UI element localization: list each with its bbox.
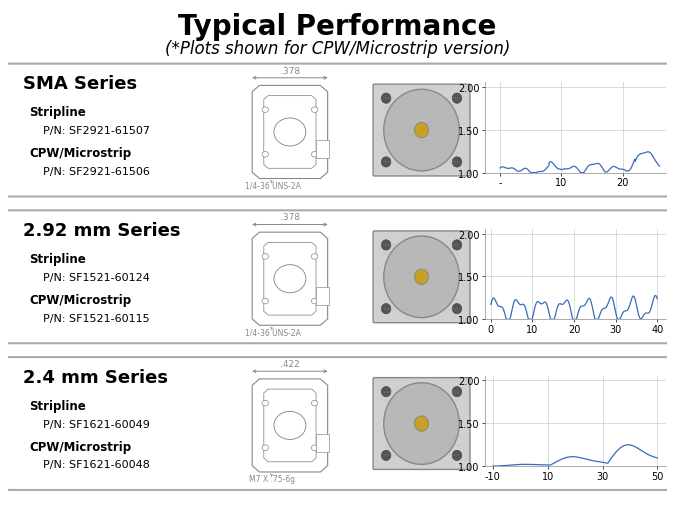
Circle shape: [274, 412, 306, 439]
Circle shape: [311, 152, 318, 158]
FancyBboxPatch shape: [373, 231, 470, 323]
Text: .378: .378: [280, 213, 300, 222]
Bar: [316, 287, 329, 305]
Text: 1/4-36 UNS-2A: 1/4-36 UNS-2A: [244, 181, 300, 190]
Text: P/N: SF1621-60049: P/N: SF1621-60049: [29, 419, 150, 429]
Circle shape: [311, 108, 318, 113]
Text: P/N: SF2921-61507: P/N: SF2921-61507: [29, 126, 150, 136]
Text: Stripline: Stripline: [29, 106, 86, 119]
Circle shape: [414, 270, 429, 285]
Text: Typical Performance: Typical Performance: [178, 13, 497, 40]
Circle shape: [381, 158, 391, 168]
Circle shape: [311, 298, 318, 304]
Circle shape: [262, 298, 269, 304]
Circle shape: [262, 254, 269, 260]
Circle shape: [262, 400, 269, 406]
Circle shape: [262, 108, 269, 113]
FancyBboxPatch shape: [0, 65, 675, 197]
Circle shape: [384, 236, 459, 318]
Circle shape: [384, 383, 459, 465]
FancyBboxPatch shape: [373, 378, 470, 470]
Circle shape: [452, 94, 462, 104]
Circle shape: [274, 265, 306, 293]
Text: Stripline: Stripline: [29, 399, 86, 412]
Circle shape: [452, 240, 462, 250]
Text: 2.4 mm Series: 2.4 mm Series: [23, 368, 168, 386]
Bar: [316, 141, 329, 159]
Text: CPW/Microstrip: CPW/Microstrip: [29, 293, 131, 306]
Bar: [316, 434, 329, 451]
Text: P/N: SF1521-60115: P/N: SF1521-60115: [29, 313, 150, 323]
Text: SMA Series: SMA Series: [23, 75, 137, 93]
Circle shape: [381, 387, 391, 397]
FancyBboxPatch shape: [0, 211, 675, 343]
Circle shape: [384, 90, 459, 172]
Circle shape: [311, 254, 318, 260]
Text: P/N: SF1621-60048: P/N: SF1621-60048: [29, 460, 150, 470]
FancyBboxPatch shape: [0, 358, 675, 490]
Circle shape: [381, 450, 391, 461]
FancyBboxPatch shape: [373, 85, 470, 177]
Circle shape: [381, 240, 391, 250]
Text: .378: .378: [280, 67, 300, 75]
Circle shape: [452, 304, 462, 314]
Circle shape: [262, 445, 269, 450]
Circle shape: [311, 445, 318, 450]
Circle shape: [381, 304, 391, 314]
Circle shape: [452, 450, 462, 461]
Text: Stripline: Stripline: [29, 252, 86, 266]
Text: P/N: SF2921-61506: P/N: SF2921-61506: [29, 167, 150, 177]
Circle shape: [381, 94, 391, 104]
Circle shape: [452, 158, 462, 168]
Circle shape: [262, 152, 269, 158]
Text: .422: .422: [280, 360, 300, 368]
Circle shape: [311, 400, 318, 406]
Text: (*Plots shown for CPW/Microstrip version): (*Plots shown for CPW/Microstrip version…: [165, 40, 510, 59]
Text: CPW/Microstrip: CPW/Microstrip: [29, 440, 131, 452]
Circle shape: [414, 123, 429, 138]
Circle shape: [274, 119, 306, 146]
Circle shape: [414, 416, 429, 431]
Circle shape: [452, 387, 462, 397]
Text: 1/4-36 UNS-2A: 1/4-36 UNS-2A: [244, 327, 300, 336]
Text: P/N: SF1521-60124: P/N: SF1521-60124: [29, 272, 150, 282]
Text: CPW/Microstrip: CPW/Microstrip: [29, 147, 131, 160]
Text: M7 X .75-6g: M7 X .75-6g: [250, 474, 296, 483]
Text: 2.92 mm Series: 2.92 mm Series: [23, 222, 180, 240]
